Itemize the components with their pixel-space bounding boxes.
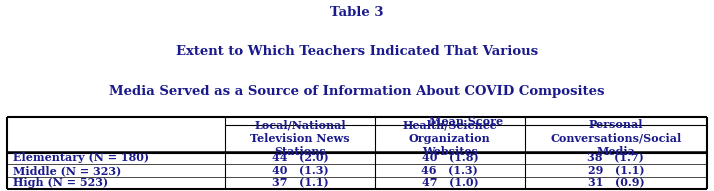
- Text: Mean Score: Mean Score: [429, 116, 503, 126]
- Text: Health/Science
Organization
Websites: Health/Science Organization Websites: [403, 119, 497, 157]
- Text: 29   (1.1): 29 (1.1): [588, 165, 644, 176]
- Text: Middle (N = 323): Middle (N = 323): [13, 165, 121, 176]
- Text: 44   (2.0): 44 (2.0): [271, 152, 328, 163]
- Text: Local/National
Television News
Stations: Local/National Television News Stations: [250, 119, 350, 157]
- Text: Personal
Conversations/Social
Media: Personal Conversations/Social Media: [550, 119, 681, 157]
- Text: 37   (1.1): 37 (1.1): [271, 177, 328, 188]
- Text: 40   (1.8): 40 (1.8): [421, 152, 478, 163]
- Text: Table 3: Table 3: [331, 6, 383, 19]
- Text: 40   (1.3): 40 (1.3): [271, 165, 328, 176]
- Text: 38   (1.7): 38 (1.7): [588, 152, 644, 163]
- Text: Extent to Which Teachers Indicated That Various: Extent to Which Teachers Indicated That …: [176, 45, 538, 58]
- Text: Media Served as a Source of Information About COVID Composites: Media Served as a Source of Information …: [109, 85, 605, 98]
- Text: 46   (1.3): 46 (1.3): [421, 165, 478, 176]
- Text: 47   (1.0): 47 (1.0): [421, 177, 478, 188]
- Text: 31   (0.9): 31 (0.9): [588, 177, 644, 188]
- Text: Elementary (N = 180): Elementary (N = 180): [13, 152, 149, 163]
- Text: High (N = 523): High (N = 523): [13, 177, 108, 188]
